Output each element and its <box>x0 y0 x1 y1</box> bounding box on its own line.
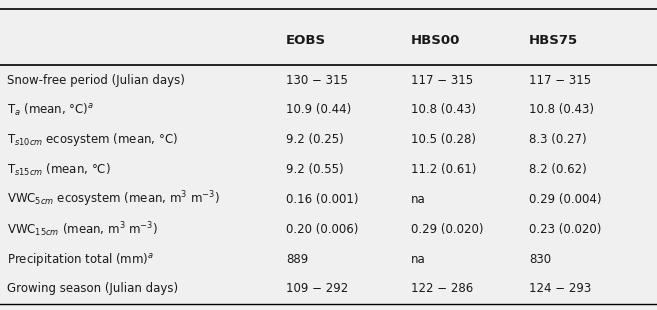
Text: 124 − 293: 124 − 293 <box>529 282 591 295</box>
Text: 9.2 (0.55): 9.2 (0.55) <box>286 163 344 176</box>
Text: T$_{s10cm}$ ecosystem (mean, °C): T$_{s10cm}$ ecosystem (mean, °C) <box>7 131 177 148</box>
Text: T$_{s15cm}$ (mean, °C): T$_{s15cm}$ (mean, °C) <box>7 162 110 178</box>
Text: 11.2 (0.61): 11.2 (0.61) <box>411 163 476 176</box>
Text: 10.8 (0.43): 10.8 (0.43) <box>529 103 594 116</box>
Text: na: na <box>411 253 425 266</box>
Text: 0.20 (0.006): 0.20 (0.006) <box>286 223 358 236</box>
Text: T$_a$ (mean, °C)$^a$: T$_a$ (mean, °C)$^a$ <box>7 102 94 118</box>
Text: HBS00: HBS00 <box>411 34 460 47</box>
Text: 0.23 (0.020): 0.23 (0.020) <box>529 223 601 236</box>
Text: 10.5 (0.28): 10.5 (0.28) <box>411 133 476 146</box>
Text: 10.9 (0.44): 10.9 (0.44) <box>286 103 351 116</box>
Text: Precipitation total (mm)$^a$: Precipitation total (mm)$^a$ <box>7 250 154 268</box>
Text: na: na <box>411 193 425 206</box>
Text: 0.29 (0.004): 0.29 (0.004) <box>529 193 601 206</box>
Text: VWC$_{15cm}$ (mean, m$^3$ m$^{-3}$): VWC$_{15cm}$ (mean, m$^3$ m$^{-3}$) <box>7 220 158 239</box>
Text: 9.2 (0.25): 9.2 (0.25) <box>286 133 344 146</box>
Text: 8.2 (0.62): 8.2 (0.62) <box>529 163 587 176</box>
Text: 10.8 (0.43): 10.8 (0.43) <box>411 103 476 116</box>
Text: EOBS: EOBS <box>286 34 326 47</box>
Text: 122 − 286: 122 − 286 <box>411 282 473 295</box>
Text: 117 − 315: 117 − 315 <box>411 73 473 86</box>
Text: 830: 830 <box>529 253 551 266</box>
Text: 8.3 (0.27): 8.3 (0.27) <box>529 133 587 146</box>
Text: 0.16 (0.001): 0.16 (0.001) <box>286 193 358 206</box>
Text: Snow-free period (Julian days): Snow-free period (Julian days) <box>7 73 185 86</box>
Text: VWC$_{5cm}$ ecosystem (mean, m$^3$ m$^{-3}$): VWC$_{5cm}$ ecosystem (mean, m$^3$ m$^{-… <box>7 190 219 209</box>
Text: Growing season (Julian days): Growing season (Julian days) <box>7 282 177 295</box>
Text: 109 − 292: 109 − 292 <box>286 282 348 295</box>
Text: 889: 889 <box>286 253 308 266</box>
Text: HBS75: HBS75 <box>529 34 578 47</box>
Text: 117 − 315: 117 − 315 <box>529 73 591 86</box>
Text: 0.29 (0.020): 0.29 (0.020) <box>411 223 483 236</box>
Text: 130 − 315: 130 − 315 <box>286 73 348 86</box>
